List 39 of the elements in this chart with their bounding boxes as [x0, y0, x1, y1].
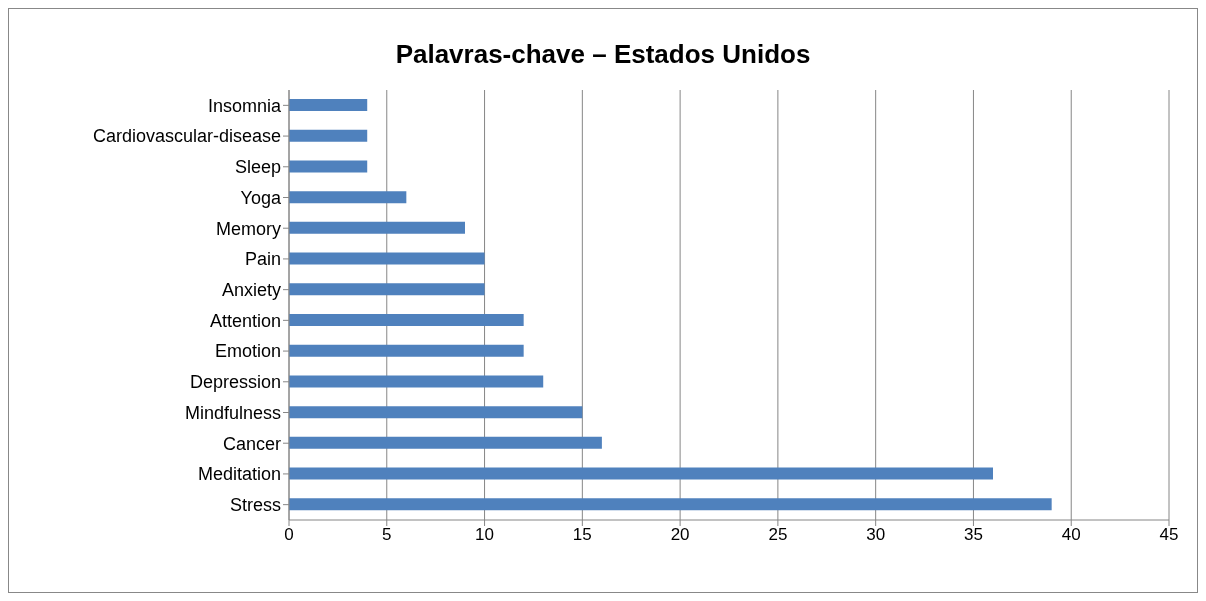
bar: [289, 344, 524, 357]
x-tick-label: 45: [1159, 525, 1179, 545]
bar: [289, 160, 368, 173]
x-tick-label: 40: [1061, 525, 1081, 545]
y-tick-label: Yoga: [240, 187, 282, 208]
x-tick-label: 10: [475, 525, 495, 545]
bar: [289, 498, 1052, 511]
bar: [289, 99, 368, 111]
y-tick-label: Cancer: [222, 433, 281, 454]
y-tick-label: Mindfulness: [184, 402, 281, 423]
bar: [289, 467, 993, 480]
bar: [289, 375, 544, 388]
x-tick-label: 0: [284, 525, 294, 545]
bar: [289, 129, 368, 142]
y-tick-label: Pain: [244, 249, 281, 270]
bar: [289, 406, 583, 419]
x-tick-label: 25: [768, 525, 788, 545]
y-tick-label: Sleep: [234, 157, 281, 178]
y-tick-label: Emotion: [214, 341, 281, 362]
bar: [289, 221, 465, 234]
chart-title: Palavras-chave – Estados Unidos: [394, 39, 812, 70]
bar: [289, 436, 602, 449]
x-tick-label: 35: [963, 525, 983, 545]
y-tick-label: Attention: [209, 310, 281, 331]
bar: [289, 191, 407, 204]
bar: [289, 252, 485, 265]
y-tick-label: Insomnia: [207, 95, 282, 116]
y-tick-label: Stress: [229, 495, 281, 516]
y-tick-label: Memory: [215, 218, 281, 239]
x-tick-label: 15: [572, 525, 592, 545]
x-tick-label: 5: [382, 525, 392, 545]
bar: [289, 314, 524, 326]
x-tick-label: 30: [866, 525, 886, 545]
y-tick-label: Anxiety: [221, 280, 281, 301]
bar: [289, 283, 485, 296]
y-tick-label: Cardiovascular-disease: [92, 126, 281, 147]
x-tick-label: 20: [670, 525, 690, 545]
y-tick-label: Depression: [189, 372, 281, 393]
y-tick-label: Meditation: [197, 464, 281, 485]
